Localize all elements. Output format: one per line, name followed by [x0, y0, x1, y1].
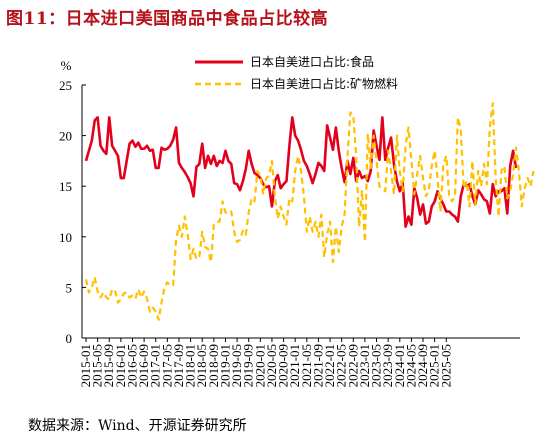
series-layer: [84, 102, 535, 321]
x-tick-label: 2023-09: [380, 344, 395, 387]
source-note: 数据来源：Wind、开源证券研究所: [28, 418, 247, 434]
x-tick-label: 2024-05: [403, 344, 418, 387]
x-tick-label: 2017-05: [159, 344, 174, 387]
x-tick-label: 2021-09: [310, 344, 325, 387]
y-tick-label: 25: [59, 78, 72, 93]
axes-layer: 0510152025%2015-012015-052015-092016-012…: [59, 58, 520, 387]
x-tick-label: 2019-09: [241, 344, 256, 387]
x-tick-label: 2022-01: [322, 344, 337, 387]
x-tick-label: 2016-01: [113, 344, 128, 387]
series-line-mineral-fuel: [84, 102, 535, 321]
figure-title: 图11：日本进口美国商品中食品占比较高: [6, 9, 329, 29]
x-tick-label: 2018-09: [206, 344, 221, 387]
y-tick-label: 15: [59, 179, 72, 194]
x-tick-label: 2019-01: [217, 344, 232, 387]
x-tick-label: 2020-05: [264, 344, 279, 387]
x-tick-label: 2019-05: [229, 344, 244, 387]
y-tick-label: 5: [66, 280, 73, 295]
x-tick-label: 2024-01: [392, 344, 407, 387]
x-tick-label: 2016-05: [124, 344, 139, 387]
legend-label: 日本自美进口占比:矿物燃料: [250, 76, 398, 91]
legend-label: 日本自美进口占比:食品: [250, 54, 374, 69]
x-tick-label: 2018-01: [183, 344, 198, 387]
y-tick-label: 0: [66, 331, 73, 346]
x-tick-label: 2025-05: [438, 344, 453, 387]
x-tick-label: 2021-05: [299, 344, 314, 387]
x-tick-label: 2022-09: [345, 344, 360, 387]
x-tick-label: 2022-05: [334, 344, 349, 387]
series-line-food: [84, 116, 518, 228]
x-tick-label: 2020-09: [276, 344, 291, 387]
x-tick-label: 2015-05: [90, 344, 105, 387]
x-tick-label: 2025-01: [427, 344, 442, 387]
y-tick-label: 10: [59, 230, 72, 245]
x-tick-label: 2023-01: [357, 344, 372, 387]
x-tick-label: 2023-05: [369, 344, 384, 387]
x-tick-label: 2016-09: [136, 344, 151, 387]
x-tick-label: 2018-05: [194, 344, 209, 387]
x-tick-label: 2020-01: [252, 344, 267, 387]
y-axis-unit: %: [61, 58, 72, 73]
x-tick-label: 2024-09: [415, 344, 430, 387]
x-tick-label: 2015-01: [78, 344, 93, 387]
y-tick-label: 20: [59, 129, 72, 144]
x-tick-label: 2017-01: [148, 344, 163, 387]
x-tick-label: 2017-09: [171, 344, 186, 387]
x-tick-label: 2021-01: [287, 344, 302, 387]
x-tick-label: 2015-09: [101, 344, 116, 387]
